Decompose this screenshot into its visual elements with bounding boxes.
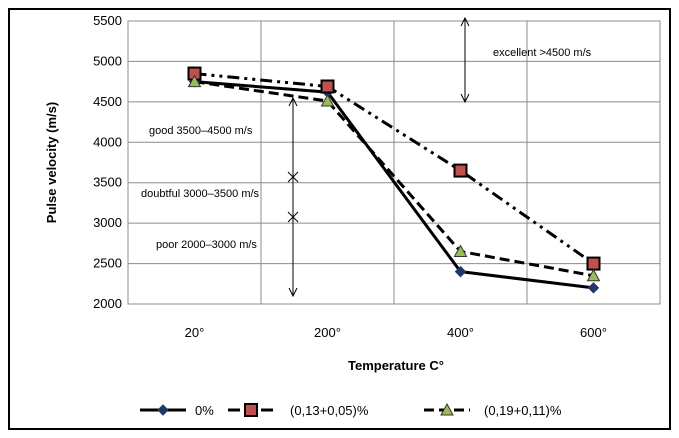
annotation-good: good 3500–4500 m/s xyxy=(149,125,253,137)
x-tick-label: 200° xyxy=(314,325,341,340)
legend-marker-2 xyxy=(244,403,258,417)
y-tick-label: 5500 xyxy=(93,13,122,28)
y-tick-label: 2500 xyxy=(93,256,122,271)
legend-label-2: (0,13+0,05)% xyxy=(290,403,369,418)
excellent-arrow-head-top xyxy=(460,16,470,27)
x-tick-label: 20° xyxy=(185,325,205,340)
data-point-series-3 xyxy=(586,268,601,282)
y-tick-label: 3000 xyxy=(93,215,122,230)
data-point-series-3 xyxy=(320,94,335,107)
series-markers xyxy=(187,66,601,294)
legend-label-1: 0% xyxy=(195,403,214,418)
data-point-series-2 xyxy=(586,256,601,271)
plot-area xyxy=(127,20,661,305)
x-axis-title: Temperature C° xyxy=(348,358,444,373)
y-axis-title: Pulse velocity (m/s) xyxy=(44,102,59,223)
data-point-series-2 xyxy=(453,163,468,178)
quality-range-arrow-head-bottom xyxy=(288,287,298,298)
range-divider xyxy=(287,211,299,223)
y-tick-label: 4000 xyxy=(93,134,122,149)
series-line-3 xyxy=(194,80,594,278)
y-tick-labels: 2000 2500 3000 3500 4000 4500 5000 5500 xyxy=(93,13,122,311)
data-point-series-2 xyxy=(320,79,335,94)
x-tick-labels: 20° 200° 400° 600° xyxy=(185,325,607,340)
series-line-1 xyxy=(194,80,594,290)
plot-border xyxy=(127,20,661,305)
data-point-series-1 xyxy=(587,282,600,294)
chart-frame xyxy=(8,8,671,430)
annotation-poor: poor 2000–3000 m/s xyxy=(156,239,257,251)
data-point-series-3 xyxy=(453,244,468,257)
legend-label-3: (0,19+0,11)% xyxy=(484,403,562,418)
quality-range-arrow-head-top xyxy=(288,96,298,107)
x-tick-label: 400° xyxy=(447,325,474,340)
data-point-series-3 xyxy=(187,74,202,88)
y-tick-label: 2000 xyxy=(93,296,122,311)
y-tick-label: 3500 xyxy=(93,175,122,190)
annotation-doubtful: doubtful 3000–3500 m/s xyxy=(141,188,260,200)
range-divider xyxy=(287,171,299,183)
x-tick-label: 600° xyxy=(580,325,607,340)
y-tick-label: 5000 xyxy=(93,53,122,68)
y-tick-label: 4500 xyxy=(93,94,122,109)
legend-marker-3 xyxy=(440,402,454,416)
annotation-excellent: excellent >4500 m/s xyxy=(493,47,592,59)
range-arrows xyxy=(287,16,470,298)
excellent-arrow-head-bottom xyxy=(460,93,470,104)
legend: 0% (0,13+0,05)% (0,19+0,11)% xyxy=(140,402,562,418)
series-line-2 xyxy=(194,72,595,265)
series-lines xyxy=(194,72,595,290)
legend-marker-1 xyxy=(157,404,169,416)
data-point-series-1 xyxy=(454,265,467,278)
grid-lines xyxy=(128,20,660,305)
